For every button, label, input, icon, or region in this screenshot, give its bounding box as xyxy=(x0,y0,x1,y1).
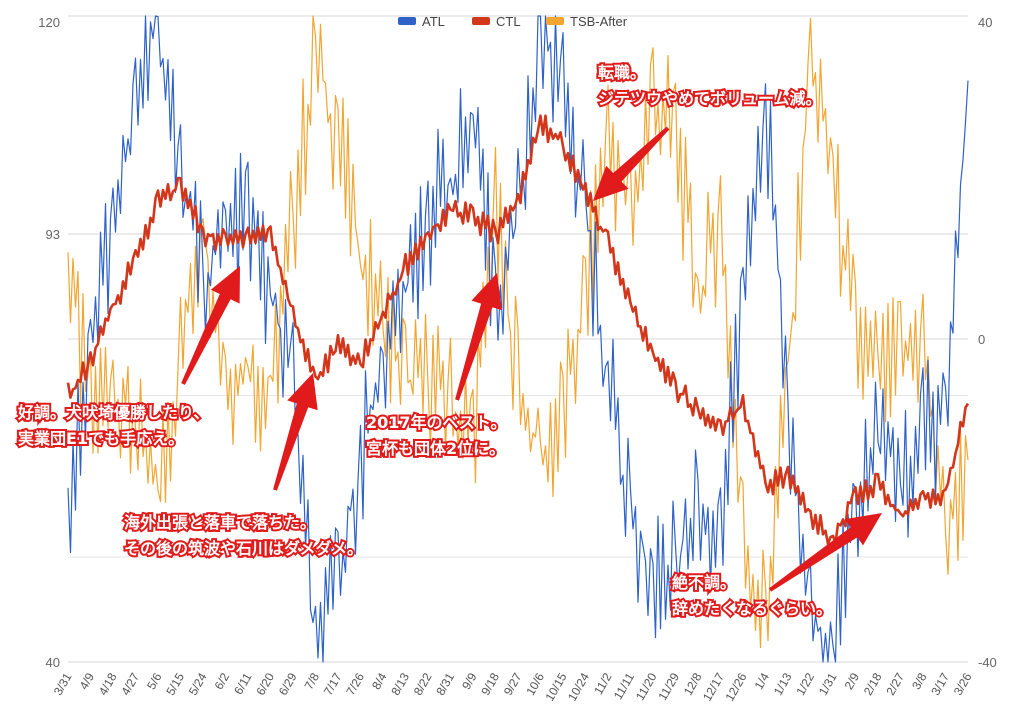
series-line-atl xyxy=(67,15,969,663)
legend: ATL CTL TSB-After xyxy=(398,14,628,29)
annotation-arrow xyxy=(181,266,240,385)
legend-label: ATL xyxy=(422,14,445,29)
annotation-text: 2017年のベスト。 xyxy=(366,413,507,432)
x-tick-label: 10/24 xyxy=(565,670,592,703)
x-tick-label: 4/18 xyxy=(96,670,120,698)
y2-tick-label: -40 xyxy=(978,655,997,670)
x-tick-label: 2/18 xyxy=(861,670,885,698)
x-tick-label: 2/27 xyxy=(883,670,907,698)
y-tick-label: 40 xyxy=(46,655,60,670)
x-tick-label: 1/31 xyxy=(816,670,840,698)
annotation-arrow xyxy=(768,513,882,592)
x-tick-label: 3/17 xyxy=(928,670,952,698)
x-tick-label: 4/9 xyxy=(77,670,98,692)
x-tick-label: 6/11 xyxy=(231,670,255,697)
x-tick-label: 2/9 xyxy=(842,670,863,692)
x-tick-label: 10/15 xyxy=(542,670,569,703)
annotation-arrow xyxy=(273,373,318,491)
x-tick-label: 1/13 xyxy=(771,670,795,698)
x-tick-label: 8/13 xyxy=(388,670,412,698)
x-axis: 3/31 4/94/184/27 5/65/155/24 6/2 6/116/206/2… xyxy=(51,670,975,703)
y-axis-right: 40 0 -40 xyxy=(978,15,997,670)
annotation-text: 転職。 xyxy=(598,63,646,82)
x-tick-label: 7/8 xyxy=(302,670,323,692)
x-tick-label: 5/15 xyxy=(163,670,187,698)
legend-swatch xyxy=(546,17,564,25)
x-tick-label: 1/22 xyxy=(793,670,817,698)
legend-label: TSB-After xyxy=(570,14,628,29)
annotation-arrow xyxy=(455,273,502,401)
x-tick-label: 5/6 xyxy=(144,670,165,692)
x-tick-label: 8/31 xyxy=(433,670,457,698)
annotation-text: 宮杯も団体2位に。 xyxy=(366,439,505,458)
legend-swatch xyxy=(472,17,490,25)
annotation-text: 実業団E1でも手応え。 xyxy=(18,429,184,448)
x-tick-label: 9/9 xyxy=(459,670,480,692)
x-tick-label: 6/2 xyxy=(212,670,233,692)
series-line-ctl xyxy=(66,114,970,546)
x-tick-label: 8/4 xyxy=(369,670,390,692)
x-tick-label: 6/29 xyxy=(276,670,300,698)
x-tick-label: 1/4 xyxy=(752,670,773,692)
x-tick-label: 7/17 xyxy=(321,670,345,698)
annotation-text: 絶不調。 xyxy=(672,573,736,592)
y-axis-left: 120 93 40 xyxy=(38,15,60,670)
legend-label: CTL xyxy=(496,14,521,29)
x-tick-label: 12/26 xyxy=(722,670,749,703)
annotation-text: 辞めたくなるぐらい。 xyxy=(672,599,832,618)
annotation-text: 海外出張と落車で落ちた。 xyxy=(124,513,316,532)
x-tick-label: 6/20 xyxy=(253,670,277,698)
x-tick-label: 12/17 xyxy=(700,670,727,703)
x-tick-label: 3/8 xyxy=(909,670,930,692)
annotation-text: ジテツウやめてボリューム減。 xyxy=(598,89,822,108)
annotation-text: 好調。犬吠埼優勝したり、 xyxy=(17,403,209,422)
x-tick-label: 11/20 xyxy=(633,670,660,703)
x-tick-label: 4/27 xyxy=(118,670,142,698)
y2-tick-label: 0 xyxy=(978,332,985,347)
x-tick-label: 3/31 xyxy=(51,670,75,698)
annotation-arrow xyxy=(593,126,670,201)
x-tick-label: 9/18 xyxy=(478,670,502,698)
annotations: 好調。犬吠埼優勝したり、実業団E1でも手応え。海外出張と落車で落ちた。その後の筑… xyxy=(15,61,882,620)
x-tick-label: 3/26 xyxy=(951,670,975,698)
annotation-text: その後の筑波や石川はダメダメ。 xyxy=(124,539,363,558)
y2-tick-label: 40 xyxy=(978,15,992,30)
x-tick-label: 8/22 xyxy=(411,670,435,698)
x-tick-label: 5/24 xyxy=(186,670,210,698)
x-tick-label: 11/11 xyxy=(611,670,637,702)
y-tick-label: 93 xyxy=(46,227,60,242)
x-tick-label: 11/29 xyxy=(655,670,682,703)
legend-swatch xyxy=(398,17,416,25)
x-tick-label: 9/27 xyxy=(501,670,525,698)
y-tick-label: 120 xyxy=(38,15,60,30)
x-tick-label: 7/26 xyxy=(343,670,367,698)
